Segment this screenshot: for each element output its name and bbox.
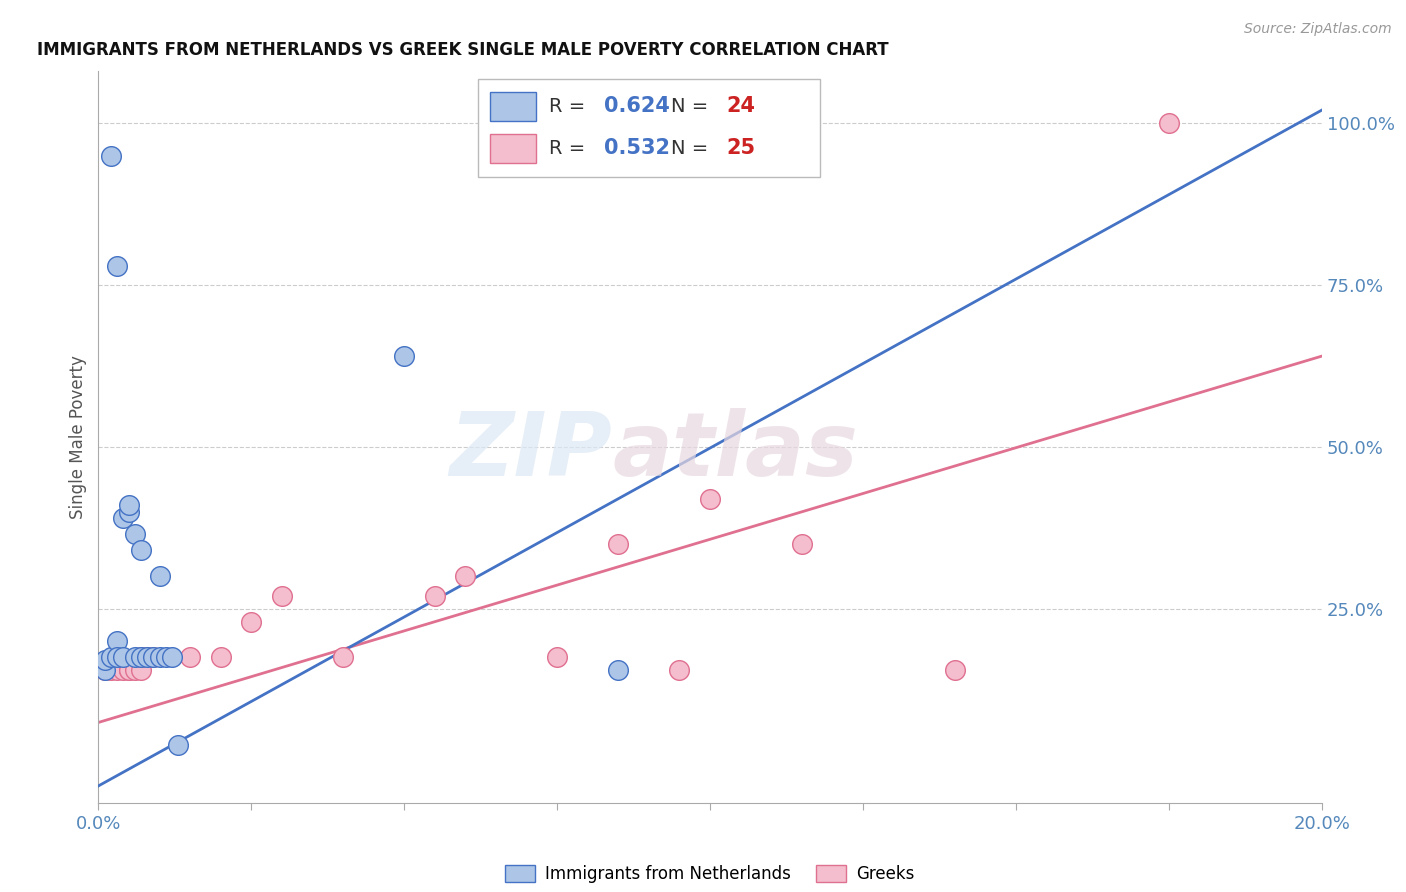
Point	[1157, 116, 1180, 130]
Text: R =: R =	[548, 97, 591, 116]
Point	[240, 615, 263, 629]
Point	[111, 663, 134, 677]
Point	[93, 663, 115, 677]
Point	[111, 650, 134, 665]
Point	[93, 663, 115, 677]
Text: ZIP: ZIP	[450, 409, 612, 495]
Point	[105, 650, 128, 665]
Point	[332, 650, 354, 665]
Point	[167, 738, 190, 752]
Text: atlas: atlas	[612, 409, 858, 495]
Point	[607, 537, 630, 551]
FancyBboxPatch shape	[489, 134, 536, 162]
Point	[160, 650, 183, 665]
Point	[136, 650, 159, 665]
Point	[136, 650, 159, 665]
Point	[149, 650, 172, 665]
Point	[111, 511, 134, 525]
Legend: Immigrants from Netherlands, Greeks: Immigrants from Netherlands, Greeks	[499, 858, 921, 889]
Text: IMMIGRANTS FROM NETHERLANDS VS GREEK SINGLE MALE POVERTY CORRELATION CHART: IMMIGRANTS FROM NETHERLANDS VS GREEK SIN…	[38, 41, 889, 59]
Point	[546, 650, 568, 665]
Text: N =: N =	[671, 138, 714, 158]
Point	[943, 663, 966, 677]
Text: 24: 24	[725, 96, 755, 117]
Point	[105, 634, 128, 648]
Point	[100, 148, 122, 162]
Point	[149, 569, 172, 583]
Point	[105, 259, 128, 273]
Point	[454, 569, 477, 583]
Point	[118, 663, 141, 677]
Point	[179, 650, 201, 665]
Point	[392, 349, 416, 363]
Text: Source: ZipAtlas.com: Source: ZipAtlas.com	[1244, 22, 1392, 37]
Point	[209, 650, 232, 665]
Point	[124, 527, 146, 541]
Point	[100, 650, 122, 665]
Point	[100, 663, 122, 677]
Text: 0.532: 0.532	[603, 138, 669, 158]
Point	[118, 663, 141, 677]
Point	[270, 589, 292, 603]
Point	[142, 650, 165, 665]
FancyBboxPatch shape	[489, 92, 536, 121]
Point	[699, 491, 721, 506]
Point	[118, 504, 141, 518]
Point	[607, 663, 630, 677]
Point	[155, 650, 177, 665]
Point	[118, 498, 141, 512]
Text: 0.624: 0.624	[603, 96, 669, 117]
Point	[124, 663, 146, 677]
Point	[124, 650, 146, 665]
Point	[129, 543, 152, 558]
Point	[105, 663, 128, 677]
Point	[129, 650, 152, 665]
Text: N =: N =	[671, 97, 714, 116]
Point	[142, 650, 165, 665]
Point	[129, 650, 152, 665]
Point	[668, 663, 690, 677]
FancyBboxPatch shape	[478, 78, 820, 178]
Point	[93, 653, 115, 667]
Y-axis label: Single Male Poverty: Single Male Poverty	[69, 355, 87, 519]
Point	[129, 663, 152, 677]
Point	[423, 589, 446, 603]
Text: 25: 25	[725, 138, 755, 158]
Point	[790, 537, 813, 551]
Text: R =: R =	[548, 138, 591, 158]
